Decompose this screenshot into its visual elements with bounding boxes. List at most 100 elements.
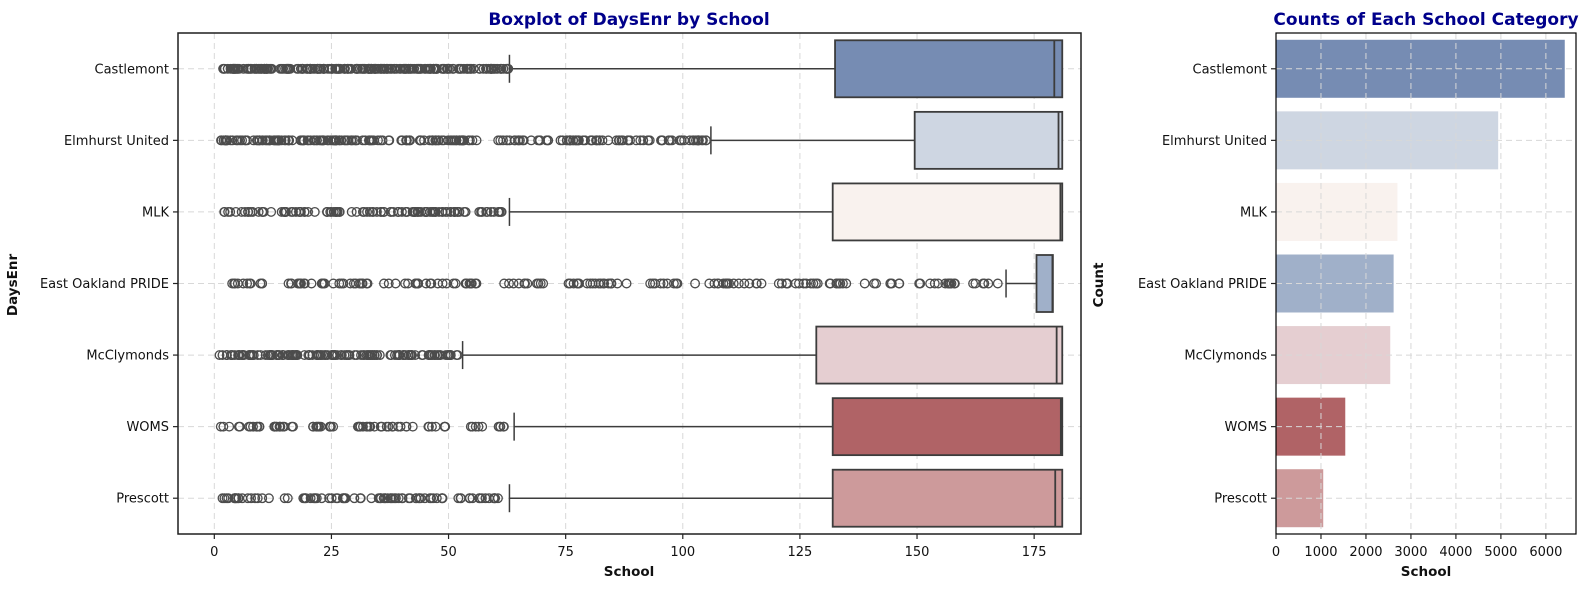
bar-chart-tick-labels: 0 1000 2000 3000 4000 5000 6000 Castlemont Elmhu… bbox=[1138, 62, 1562, 560]
outlier-point bbox=[744, 278, 755, 289]
outlier-point bbox=[488, 493, 499, 504]
outlier-point bbox=[407, 421, 418, 432]
outlier-point bbox=[431, 493, 442, 504]
outlier-point bbox=[488, 206, 499, 217]
outlier-point bbox=[258, 206, 269, 217]
outlier-point bbox=[257, 493, 268, 504]
outliers-row bbox=[218, 63, 514, 74]
outlier-point bbox=[439, 63, 450, 74]
outlier-point bbox=[493, 421, 504, 432]
outlier-point bbox=[290, 350, 301, 361]
outlier-point bbox=[591, 135, 601, 146]
outlier-point bbox=[229, 63, 240, 74]
box bbox=[913, 110, 1064, 170]
outlier-point bbox=[582, 278, 593, 289]
outlier-point bbox=[425, 63, 436, 74]
outlier-point bbox=[432, 350, 443, 361]
x-tick-label: 0 bbox=[210, 545, 218, 560]
y-tick-label: WOMS bbox=[1224, 420, 1267, 435]
outlier-point bbox=[427, 135, 438, 146]
outlier-point bbox=[456, 135, 467, 146]
outlier-point bbox=[242, 135, 252, 146]
outlier-point bbox=[422, 63, 433, 74]
y-tick-label: Prescott bbox=[116, 492, 169, 507]
outlier-point bbox=[432, 278, 443, 289]
outlier-point bbox=[403, 278, 413, 289]
outlier-point bbox=[801, 278, 812, 289]
outlier-point bbox=[465, 278, 476, 289]
x-tick-label: 175 bbox=[1022, 545, 1047, 560]
outlier-point bbox=[366, 63, 377, 74]
outlier-point bbox=[359, 63, 370, 74]
outlier-point bbox=[631, 135, 642, 146]
outlier-point bbox=[364, 206, 375, 217]
outlier-point bbox=[968, 278, 979, 289]
outlier-point bbox=[337, 493, 348, 504]
outlier-point bbox=[214, 350, 225, 361]
outlier-point bbox=[237, 493, 248, 504]
outlier-point bbox=[439, 421, 450, 432]
outlier-point bbox=[308, 421, 319, 432]
outlier-point bbox=[274, 421, 285, 432]
outlier-point bbox=[431, 63, 442, 74]
outlier-point bbox=[434, 206, 444, 217]
outlier-point bbox=[283, 278, 294, 289]
outlier-point bbox=[358, 421, 368, 432]
outlier-point bbox=[371, 350, 382, 361]
outlier-point bbox=[248, 135, 259, 146]
outlier-point bbox=[303, 206, 314, 217]
outlier-point bbox=[638, 135, 649, 146]
outlier-point bbox=[379, 278, 389, 289]
outlier-point bbox=[597, 135, 608, 146]
outlier-point bbox=[499, 278, 510, 289]
outlier-point bbox=[398, 350, 409, 361]
y-tick-label: Elmhurst United bbox=[1162, 134, 1267, 149]
outlier-point bbox=[395, 421, 406, 432]
outlier-point bbox=[251, 421, 262, 432]
outlier-point bbox=[318, 135, 329, 146]
outlier-point bbox=[776, 278, 787, 289]
boxplot-marks bbox=[214, 39, 1064, 528]
outlier-point bbox=[330, 135, 341, 146]
x-tick-label: 4000 bbox=[1439, 545, 1472, 560]
outlier-point bbox=[501, 135, 512, 146]
outlier-point bbox=[359, 206, 370, 217]
outlier-point bbox=[215, 421, 226, 432]
outlier-point bbox=[978, 278, 988, 289]
outlier-point bbox=[244, 350, 254, 361]
outlier-point bbox=[484, 493, 495, 504]
outlier-point bbox=[219, 206, 230, 217]
outlier-point bbox=[309, 206, 320, 217]
outlier-point bbox=[690, 278, 701, 289]
outlier-point bbox=[277, 421, 288, 432]
outlier-point bbox=[346, 206, 357, 217]
outlier-point bbox=[925, 278, 936, 289]
outlier-point bbox=[355, 63, 366, 74]
outlier-point bbox=[316, 493, 327, 504]
outlier-point bbox=[315, 63, 326, 74]
outlier-point bbox=[468, 63, 479, 74]
outlier-point bbox=[369, 63, 380, 74]
boxplot-title: Boxplot of DaysEnr by School bbox=[488, 10, 769, 30]
box bbox=[815, 325, 1064, 385]
outlier-point bbox=[371, 206, 382, 217]
outlier-point bbox=[671, 278, 682, 289]
y-tick-label: McClymonds bbox=[1184, 349, 1267, 364]
outliers-row bbox=[216, 135, 712, 146]
y-tick-label: Castlemont bbox=[95, 62, 169, 77]
outlier-point bbox=[296, 278, 306, 289]
outlier-point bbox=[232, 135, 243, 146]
box bbox=[831, 397, 1064, 457]
outlier-point bbox=[278, 63, 289, 74]
outlier-point bbox=[328, 350, 339, 361]
outlier-point bbox=[292, 278, 303, 289]
outlier-point bbox=[535, 278, 546, 289]
outlier-point bbox=[396, 206, 407, 217]
outlier-point bbox=[647, 278, 658, 289]
outlier-point bbox=[225, 206, 236, 217]
outlier-point bbox=[324, 421, 335, 432]
outlier-point bbox=[343, 350, 354, 361]
outlier-point bbox=[456, 63, 467, 74]
outlier-point bbox=[929, 278, 940, 289]
